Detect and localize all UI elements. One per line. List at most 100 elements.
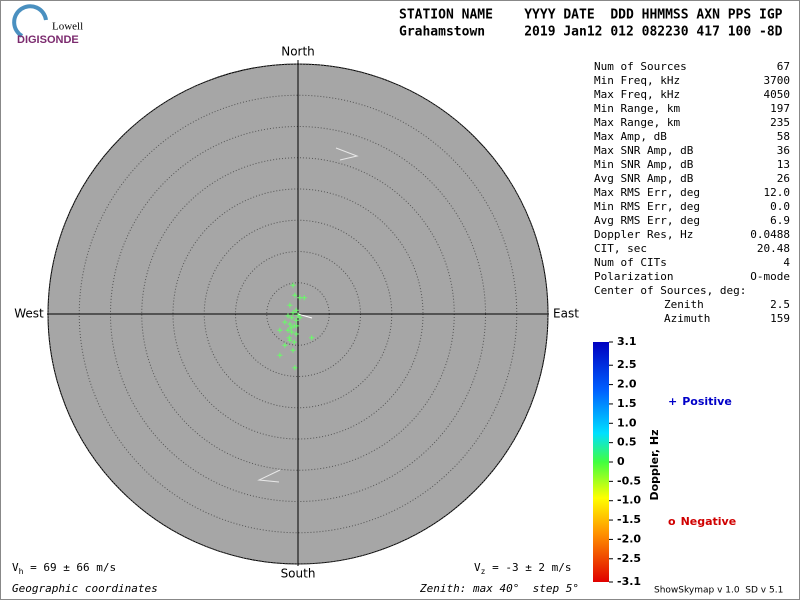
stat-value: 20.48	[757, 242, 790, 255]
stat-label: Avg SNR Amp, dB	[594, 172, 694, 185]
colorbar-tick-label: -0.5	[617, 474, 641, 487]
vh: Vh = 69 ± 66 m/s	[12, 561, 116, 576]
stat-value: 197	[770, 102, 790, 115]
stat-label: Polarization	[594, 270, 673, 283]
stat-section: Center of Sources, deg:	[594, 284, 746, 297]
colorbar-tick-label: 0	[617, 455, 625, 468]
colorbar-tick-label: -2.0	[617, 532, 641, 545]
logo-swirl	[12, 4, 48, 38]
vh-rest: = 69 ± 66 m/s	[23, 561, 116, 574]
source-point	[282, 319, 288, 325]
source-point	[286, 335, 292, 341]
legend-marker: o	[668, 515, 676, 528]
source-point	[287, 302, 293, 308]
decor-chevron	[257, 469, 281, 483]
source-point	[297, 295, 303, 301]
stat-label: CIT, sec	[594, 242, 647, 255]
vh-sub: h	[19, 567, 24, 576]
stat-value: 0.0	[770, 200, 790, 213]
stat-label: Doppler Res, Hz	[594, 228, 693, 241]
stat-label: Min SNR Amp, dB	[594, 158, 694, 171]
version: ShowSkymap v 1.0 SD v 5.1	[654, 586, 783, 596]
stat-label: Min Freq, kHz	[594, 74, 680, 87]
north-label: North	[281, 45, 315, 59]
stat-value: 12.0	[764, 186, 791, 199]
header-columns: STATION NAME YYYY DATE DDD HHMMSS AXN PP…	[399, 8, 783, 23]
colorbar-tick-label: 1.5	[617, 397, 637, 410]
stat-label: Azimuth	[664, 312, 710, 325]
stat-value: 159	[770, 312, 790, 325]
stat-value: 235	[770, 116, 790, 129]
south-label: South	[281, 567, 316, 581]
vz-sub: z	[481, 567, 486, 576]
stat-label: Max Range, km	[594, 116, 680, 129]
stat-label: Zenith	[664, 298, 704, 311]
source-point	[293, 317, 299, 323]
stat-label: Max Freq, kHz	[594, 88, 680, 101]
header-values: Grahamstown 2019 Jan12 012 082230 417 10…	[399, 25, 783, 40]
colorbar-tick-label: 1.0	[617, 416, 637, 429]
source-point	[285, 313, 291, 319]
source-point	[291, 339, 297, 345]
vh-main: V	[12, 561, 19, 574]
mean-direction	[297, 313, 313, 319]
west-label: West	[14, 307, 44, 321]
stat-label: Num of Sources	[594, 60, 687, 73]
colorbar-tick-label: 3.1	[617, 335, 637, 348]
stat-value: 6.9	[770, 214, 790, 227]
source-point	[290, 310, 296, 316]
source-point	[277, 352, 283, 358]
stat-label: Max Amp, dB	[594, 130, 667, 143]
stat-value: 36	[777, 144, 790, 157]
source-point	[292, 365, 298, 371]
stat-value: 67	[777, 60, 790, 73]
colorbar-tick-label: 0.5	[617, 436, 637, 449]
logo-line2: DIGISONDE	[17, 34, 79, 46]
stat-value: 2.5	[770, 298, 790, 311]
stat-value: 3700	[764, 74, 791, 87]
legend-entry: o Negative	[668, 515, 736, 528]
stat-label: Min Range, km	[594, 102, 680, 115]
legend-marker: +	[668, 395, 677, 408]
vz: Vz = -3 ± 2 m/s	[474, 561, 572, 576]
legend-label: Positive	[682, 395, 732, 408]
stat-label: Min RMS Err, deg	[594, 200, 700, 213]
source-point	[294, 323, 300, 329]
source-point	[289, 315, 295, 321]
stat-value: 26	[777, 172, 790, 185]
stat-value: 13	[777, 158, 790, 171]
colorbar-label: Doppler, Hz	[648, 429, 661, 500]
source-point	[309, 335, 315, 341]
stat-value: O-mode	[750, 270, 790, 283]
stat-value: 0.0488	[750, 228, 790, 241]
stat-label: Max RMS Err, deg	[594, 186, 700, 199]
zenith-note: Zenith: max 40° step 5°	[419, 582, 579, 595]
source-point	[285, 327, 291, 333]
vz-rest: = -3 ± 2 m/s	[485, 561, 571, 574]
source-point	[282, 342, 288, 348]
source-point	[290, 347, 296, 353]
colorbar-tick-label: -3.1	[617, 575, 641, 588]
source-point	[289, 329, 295, 335]
stat-value: 58	[777, 130, 790, 143]
source-point	[293, 331, 299, 337]
legend-label: Negative	[681, 515, 737, 528]
coords-note: Geographic coordinates	[12, 582, 158, 595]
stat-value: 4050	[764, 88, 791, 101]
stat-label: Max SNR Amp, dB	[594, 144, 694, 157]
source-point	[287, 321, 293, 327]
east-label: East	[553, 307, 579, 321]
colorbar	[593, 342, 609, 582]
colorbar-tick-label: -1.5	[617, 513, 641, 526]
logo-line1: Lowell	[52, 21, 83, 33]
stat-value: 4	[783, 256, 790, 269]
colorbar-tick-label: 2.5	[617, 358, 637, 371]
source-point	[292, 292, 298, 298]
legend-entry: + Positive	[668, 395, 732, 408]
colorbar-tick-label: 2.0	[617, 378, 637, 391]
decor-chevron	[335, 147, 359, 161]
colorbar-tick-label: -2.5	[617, 552, 641, 565]
source-point	[287, 337, 293, 343]
source-point	[288, 325, 294, 331]
